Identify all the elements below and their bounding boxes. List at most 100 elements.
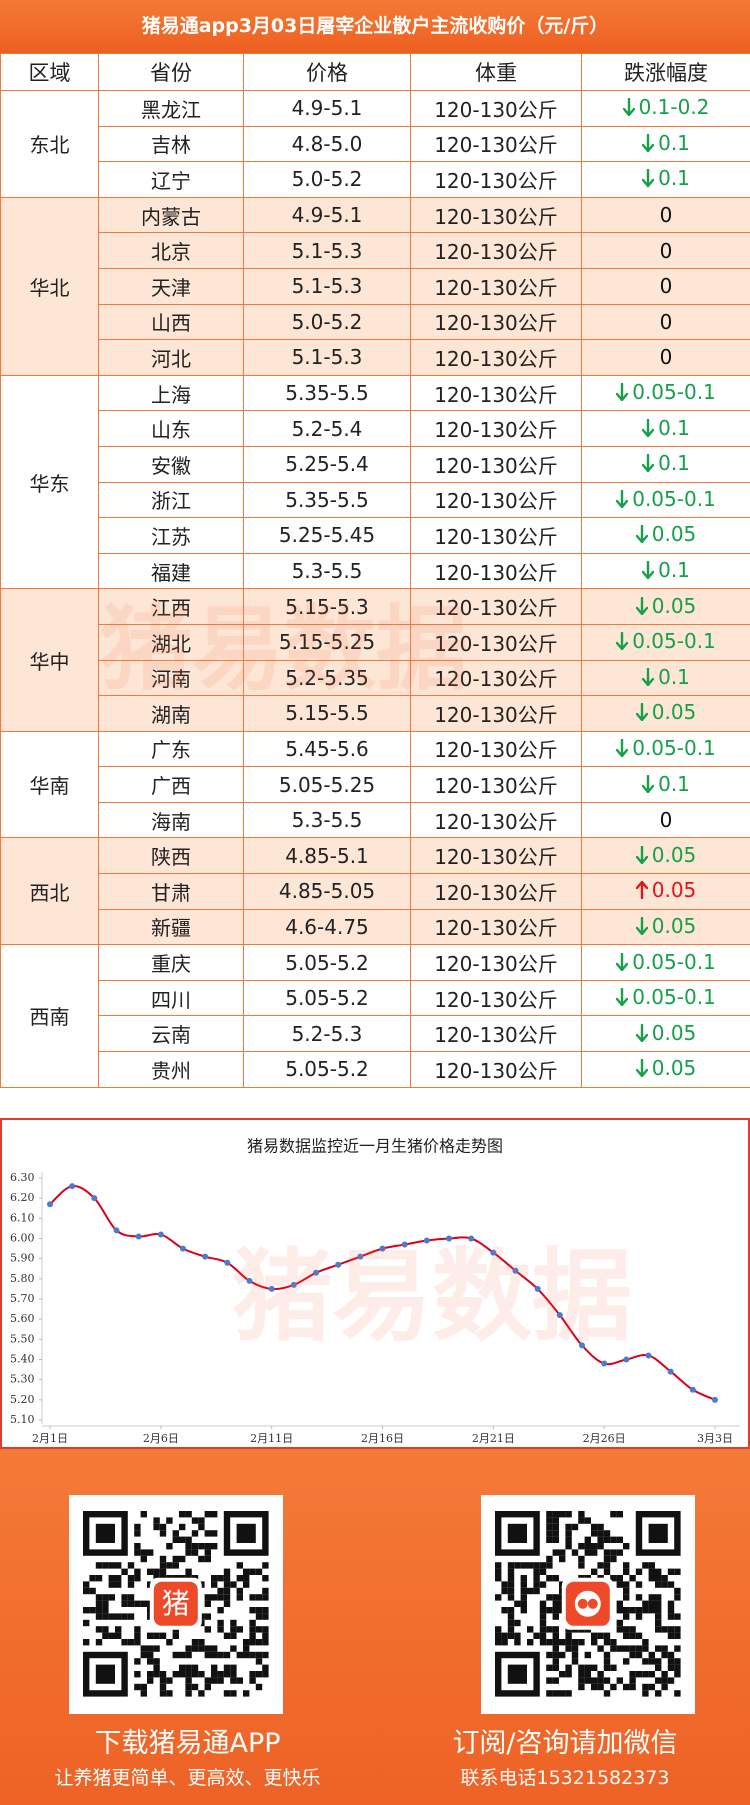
qr-module bbox=[179, 1511, 186, 1518]
region-cell: 华南 bbox=[0, 730, 99, 839]
arrow bbox=[635, 525, 648, 544]
change: 0 bbox=[660, 310, 673, 334]
qr-module bbox=[629, 1626, 636, 1633]
qr-module bbox=[191, 1549, 199, 1556]
qr-module bbox=[230, 1645, 237, 1652]
qr-module bbox=[552, 1607, 559, 1614]
trend-arrow bbox=[616, 952, 629, 971]
qr-module bbox=[552, 1594, 559, 1601]
qr-module bbox=[520, 1587, 527, 1595]
qr-module bbox=[83, 1581, 90, 1588]
qr-module bbox=[514, 1632, 521, 1639]
qr-module bbox=[667, 1581, 675, 1588]
change-cell: 0.05 bbox=[581, 1015, 750, 1053]
qr-module bbox=[262, 1639, 269, 1646]
table-row: 湖北 5.15-5.25 120-130公斤 0.05-0.1 bbox=[1, 623, 750, 661]
table-row: 山东 5.2-5.4 120-130公斤 0.1 bbox=[1, 410, 750, 447]
qr-module bbox=[584, 1517, 591, 1524]
qr-module bbox=[674, 1645, 681, 1652]
province-cell: 四川 bbox=[98, 979, 244, 1017]
qr-module bbox=[597, 1543, 604, 1550]
qr-module bbox=[655, 1690, 662, 1697]
table-row: 华南 广东 5.45-5.6 120-130公斤 0.05-0.1 bbox=[0, 730, 750, 839]
qr-finder bbox=[95, 1523, 115, 1543]
y-tick-label: 6.30 bbox=[10, 1171, 35, 1184]
qr-module bbox=[648, 1562, 655, 1569]
trend-arrow bbox=[616, 632, 629, 651]
price-cell: 5.1-5.3 bbox=[243, 267, 411, 305]
chart: 猪易数据监控近一月生猪价格走势图 5.10 5.20 5.30 5.40 5.50 5.60… bbox=[10, 1137, 740, 1445]
qr-module bbox=[584, 1651, 591, 1659]
qr-module bbox=[610, 1511, 617, 1518]
arrow bbox=[635, 845, 648, 864]
qr-module bbox=[539, 1581, 547, 1588]
qr-module bbox=[629, 1575, 636, 1582]
qr-module bbox=[616, 1511, 623, 1518]
qr-module bbox=[172, 1530, 179, 1537]
qr-module bbox=[648, 1568, 655, 1575]
change-cell: 0.05-0.1 bbox=[581, 481, 750, 519]
qr-module bbox=[527, 1562, 534, 1569]
change: 0.05 bbox=[635, 1021, 696, 1045]
data-point bbox=[623, 1356, 630, 1363]
change-cell: 0.05 bbox=[581, 517, 750, 554]
province-cell: 上海 bbox=[98, 374, 244, 412]
qr-module bbox=[140, 1511, 147, 1518]
qr-module bbox=[134, 1632, 141, 1639]
qr-module bbox=[533, 1562, 540, 1569]
qr-module bbox=[674, 1671, 681, 1678]
qr-module bbox=[217, 1575, 224, 1582]
qr-module bbox=[655, 1619, 662, 1627]
qr-module bbox=[507, 1613, 515, 1620]
change-value: 0 bbox=[659, 345, 673, 370]
qr-module bbox=[578, 1664, 585, 1671]
qr-module bbox=[552, 1690, 559, 1697]
qr-module bbox=[597, 1632, 604, 1639]
weight-cell: 120-130公斤 bbox=[410, 374, 582, 412]
change-value: 0 bbox=[659, 808, 673, 833]
qr-code bbox=[481, 1495, 695, 1714]
data-point bbox=[224, 1259, 231, 1266]
qr-module bbox=[539, 1626, 547, 1633]
qr-module bbox=[134, 1658, 141, 1665]
qr-pattern bbox=[83, 1511, 269, 1697]
y-tick-label: 6.00 bbox=[10, 1232, 35, 1245]
change: 0.05 bbox=[635, 878, 696, 902]
qr-module bbox=[623, 1543, 630, 1550]
qr-module bbox=[559, 1651, 566, 1659]
qr-module bbox=[610, 1639, 617, 1646]
qr-module bbox=[546, 1651, 553, 1659]
weight-cell: 120-130公斤 bbox=[410, 837, 582, 875]
y-tick-label: 5.90 bbox=[10, 1252, 35, 1265]
qr-module bbox=[230, 1690, 237, 1697]
qr-module bbox=[629, 1683, 636, 1691]
qr-module bbox=[571, 1549, 579, 1556]
price-cell: 5.3-5.5 bbox=[243, 801, 411, 839]
qr-module bbox=[127, 1562, 135, 1569]
qr-module bbox=[552, 1523, 559, 1531]
qr-module bbox=[507, 1632, 515, 1639]
qr-module bbox=[223, 1671, 231, 1678]
province-cell: 河南 bbox=[98, 659, 244, 697]
change-cell: 0 bbox=[581, 196, 750, 234]
qr-module bbox=[539, 1562, 547, 1569]
qr-module bbox=[655, 1677, 662, 1684]
qr-module bbox=[597, 1530, 604, 1537]
footer: 猪 下载猪易通APP 让养猪更简单、更高效、更快乐 订阅/咨询请加微信 联系电话… bbox=[0, 1449, 750, 1805]
qr-module bbox=[603, 1651, 611, 1659]
qr-module bbox=[495, 1594, 502, 1601]
change-cell: 0.05-0.1 bbox=[581, 374, 750, 412]
data-point bbox=[157, 1231, 164, 1238]
qr-module bbox=[552, 1632, 559, 1639]
change: 0.05-0.1 bbox=[616, 629, 716, 653]
qr-module bbox=[661, 1575, 668, 1582]
qr-module bbox=[674, 1632, 681, 1639]
qr-module bbox=[249, 1639, 256, 1646]
qr-module bbox=[520, 1575, 527, 1582]
qr-module bbox=[191, 1543, 199, 1550]
qr-module bbox=[147, 1671, 154, 1678]
header-cell: 体重 bbox=[410, 53, 582, 91]
qr-module bbox=[546, 1677, 553, 1684]
qr-module bbox=[127, 1613, 135, 1620]
change: 0.1-0.2 bbox=[622, 95, 709, 119]
